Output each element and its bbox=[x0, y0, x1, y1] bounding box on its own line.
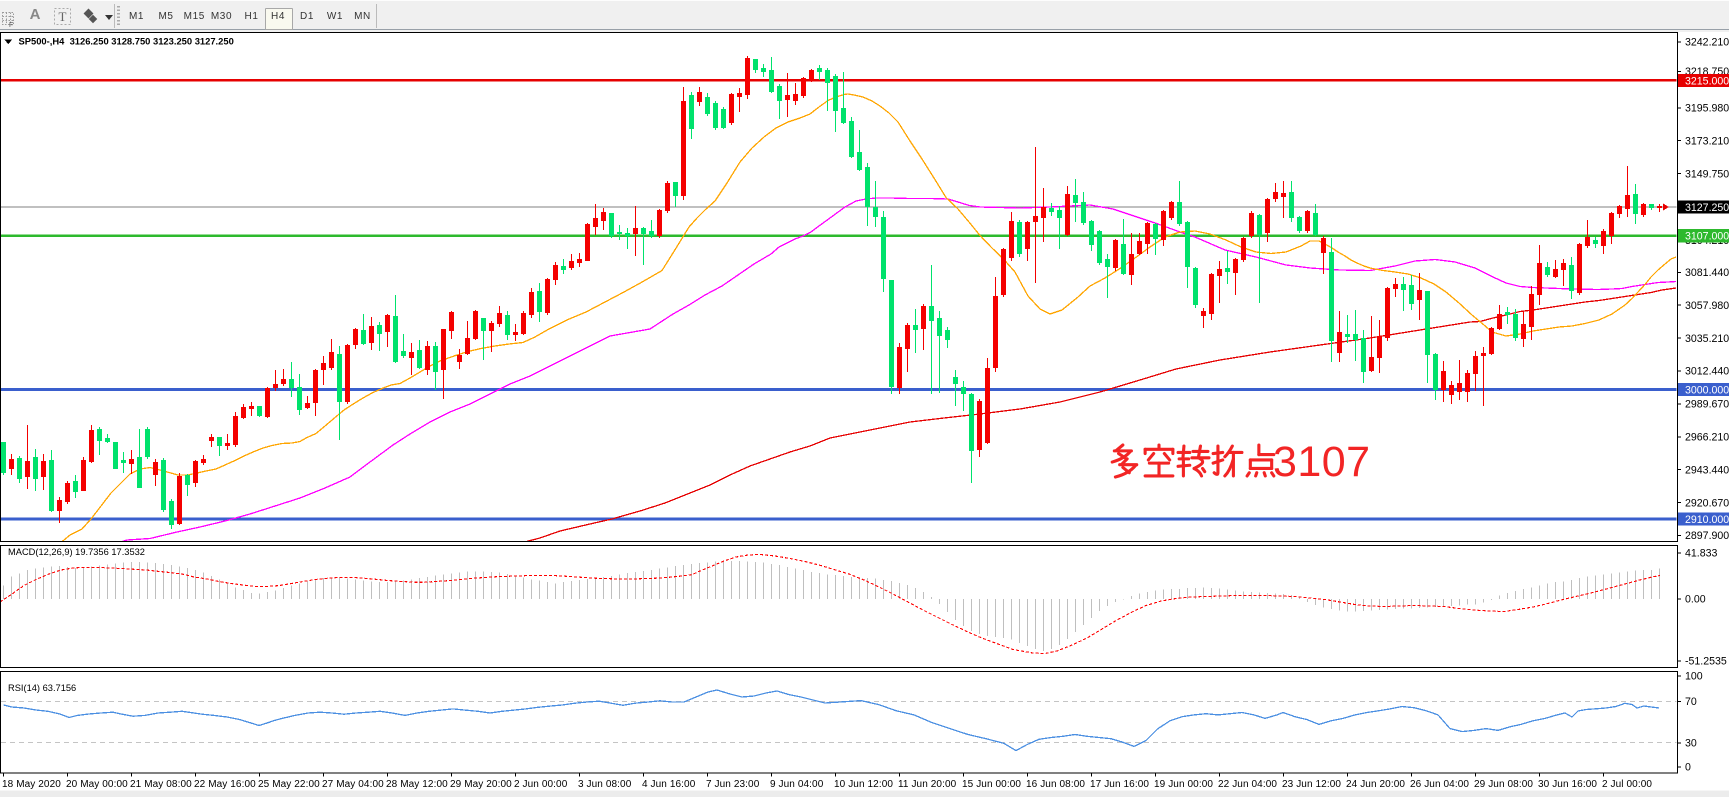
svg-text:MACD(12,26,9) 19.7356 17.3532: MACD(12,26,9) 19.7356 17.3532 bbox=[8, 547, 145, 557]
svg-text:0: 0 bbox=[1685, 762, 1691, 774]
svg-text:25 May 22:00: 25 May 22:00 bbox=[258, 779, 320, 790]
svg-text:9 Jun 04:00: 9 Jun 04:00 bbox=[770, 779, 824, 790]
svg-text:30 Jun 16:00: 30 Jun 16:00 bbox=[1538, 779, 1597, 790]
svg-text:3000.000: 3000.000 bbox=[1685, 384, 1729, 396]
svg-text:2897.900: 2897.900 bbox=[1685, 530, 1729, 542]
svg-text:29 May 20:00: 29 May 20:00 bbox=[450, 779, 512, 790]
svg-text:3242.210: 3242.210 bbox=[1685, 37, 1729, 49]
svg-text:4 Jun 16:00: 4 Jun 16:00 bbox=[642, 779, 696, 790]
svg-text:3035.210: 3035.210 bbox=[1685, 333, 1729, 345]
svg-text:3012.440: 3012.440 bbox=[1685, 366, 1729, 378]
svg-text:RSI(14) 63.7156: RSI(14) 63.7156 bbox=[8, 683, 76, 693]
svg-text:100: 100 bbox=[1685, 671, 1703, 683]
svg-text:2943.440: 2943.440 bbox=[1685, 464, 1729, 476]
svg-text:30: 30 bbox=[1685, 738, 1697, 750]
svg-text:27 May 04:00: 27 May 04:00 bbox=[322, 779, 384, 790]
svg-text:3081.440: 3081.440 bbox=[1685, 267, 1729, 279]
svg-text:18 May 2020: 18 May 2020 bbox=[2, 779, 61, 790]
svg-text:3107: 3107 bbox=[1273, 438, 1370, 486]
svg-text:24 Jun 20:00: 24 Jun 20:00 bbox=[1346, 779, 1405, 790]
svg-text:7 Jun 23:00: 7 Jun 23:00 bbox=[706, 779, 760, 790]
svg-text:3173.210: 3173.210 bbox=[1685, 135, 1729, 147]
svg-text:3149.750: 3149.750 bbox=[1685, 168, 1729, 180]
svg-text:22 May 16:00: 22 May 16:00 bbox=[194, 779, 256, 790]
svg-text:20 May 00:00: 20 May 00:00 bbox=[66, 779, 128, 790]
svg-text:10 Jun 12:00: 10 Jun 12:00 bbox=[834, 779, 893, 790]
svg-text:19 Jun 00:00: 19 Jun 00:00 bbox=[1154, 779, 1213, 790]
svg-text:3215.000: 3215.000 bbox=[1685, 75, 1729, 87]
svg-text:2920.670: 2920.670 bbox=[1685, 497, 1729, 509]
svg-text:2 Jul 00:00: 2 Jul 00:00 bbox=[1602, 779, 1652, 790]
svg-text:29 Jun 08:00: 29 Jun 08:00 bbox=[1474, 779, 1533, 790]
svg-text:F: F bbox=[9, 22, 13, 29]
svg-text:16 Jun 08:00: 16 Jun 08:00 bbox=[1026, 779, 1085, 790]
svg-text:3127.250: 3127.250 bbox=[1685, 202, 1729, 214]
svg-text:41.833: 41.833 bbox=[1685, 548, 1718, 560]
svg-text:28 May 12:00: 28 May 12:00 bbox=[386, 779, 448, 790]
svg-text:70: 70 bbox=[1685, 696, 1697, 708]
svg-text:3057.980: 3057.980 bbox=[1685, 300, 1729, 312]
svg-text:21 May 08:00: 21 May 08:00 bbox=[130, 779, 192, 790]
svg-text:0.00: 0.00 bbox=[1685, 594, 1706, 606]
svg-text:2 Jun 00:00: 2 Jun 00:00 bbox=[514, 779, 568, 790]
svg-text:3195.980: 3195.980 bbox=[1685, 103, 1729, 115]
svg-text:17 Jun 16:00: 17 Jun 16:00 bbox=[1090, 779, 1149, 790]
svg-text:11 Jun 20:00: 11 Jun 20:00 bbox=[898, 779, 957, 790]
svg-text:3 Jun 08:00: 3 Jun 08:00 bbox=[578, 779, 632, 790]
svg-text:2910.000: 2910.000 bbox=[1685, 514, 1729, 526]
svg-text:2966.210: 2966.210 bbox=[1685, 432, 1729, 444]
svg-text:SP500-,H4 3126.250 3128.750 3: SP500-,H4 3126.250 3128.750 3123.250 312… bbox=[19, 36, 234, 47]
svg-text:23 Jun 12:00: 23 Jun 12:00 bbox=[1282, 779, 1341, 790]
svg-text:3107.000: 3107.000 bbox=[1685, 230, 1729, 242]
svg-text:15 Jun 00:00: 15 Jun 00:00 bbox=[962, 779, 1021, 790]
svg-text:26 Jun 04:00: 26 Jun 04:00 bbox=[1410, 779, 1469, 790]
svg-text:-51.2535: -51.2535 bbox=[1685, 656, 1727, 668]
svg-text:22 Jun 04:00: 22 Jun 04:00 bbox=[1218, 779, 1277, 790]
svg-text:2989.670: 2989.670 bbox=[1685, 399, 1729, 411]
svg-text:T: T bbox=[59, 9, 67, 24]
